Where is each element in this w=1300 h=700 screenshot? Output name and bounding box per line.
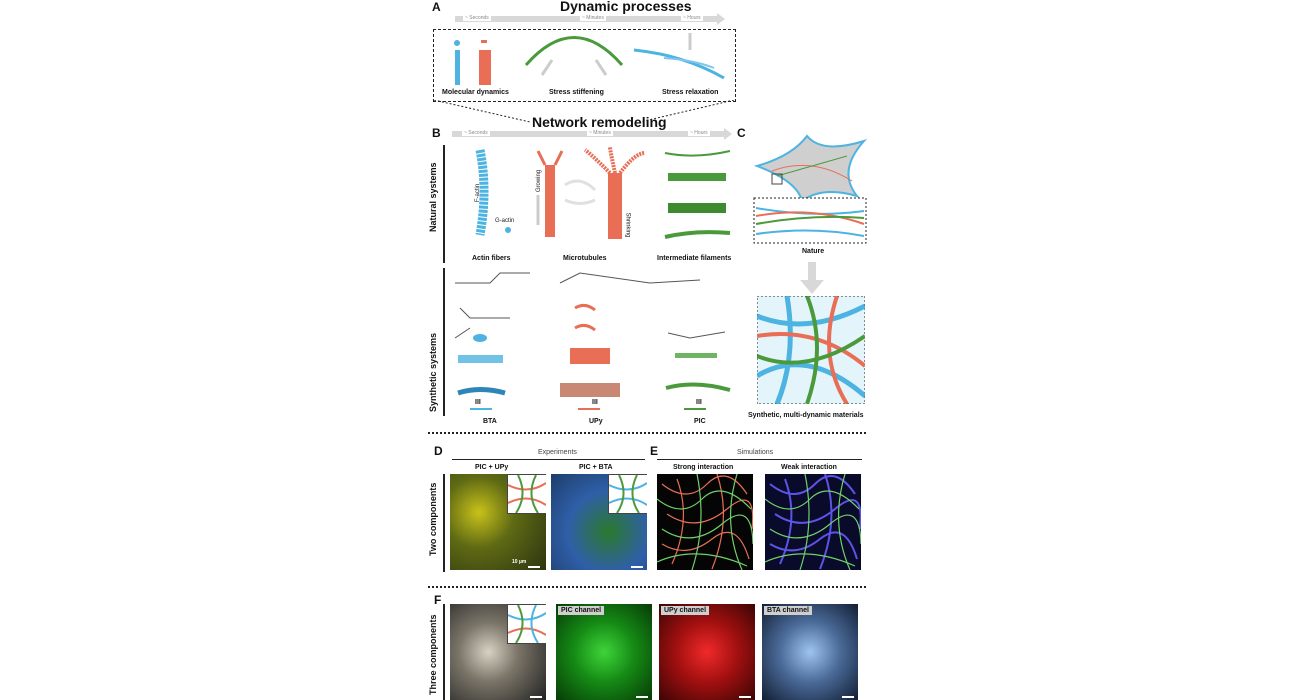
timescale-minutes: ~ Minutes bbox=[580, 15, 606, 21]
simulations-rule bbox=[657, 459, 862, 460]
scalebar bbox=[631, 566, 643, 568]
row-label-two-components: Two components bbox=[428, 482, 438, 556]
row-label-three-components: Three components bbox=[428, 614, 438, 695]
scalebar bbox=[636, 696, 648, 698]
label-gactin: G-actin bbox=[495, 218, 515, 224]
micrograph-pic-upy: 10 µm bbox=[450, 474, 546, 570]
channel-label-bta: BTA channel bbox=[764, 606, 813, 615]
panel-c-letter: C bbox=[737, 126, 746, 140]
row-label-synthetic: Synthetic systems bbox=[428, 332, 438, 412]
dashed-funnel-lines bbox=[433, 100, 735, 123]
dynamic-processes-illustration bbox=[454, 33, 725, 85]
channel-label-pic: PIC channel bbox=[558, 606, 605, 615]
inset-network-pic-upy bbox=[507, 474, 546, 514]
three-components-divider bbox=[443, 604, 445, 700]
timescale-hours: ~ Hours bbox=[688, 130, 710, 136]
label-upy: UPy bbox=[589, 418, 603, 425]
scalebar bbox=[528, 566, 540, 568]
divider-1 bbox=[428, 432, 866, 434]
micrograph-pic-bta bbox=[551, 474, 647, 570]
inset-network-three bbox=[507, 604, 546, 644]
simulation-weak bbox=[765, 474, 861, 570]
panel-a-title: Dynamic processes bbox=[560, 0, 692, 14]
label-intermediate-filaments: Intermediate filaments bbox=[657, 255, 732, 262]
roman-pic: III bbox=[696, 399, 702, 406]
label-shrinking: Shrinking bbox=[624, 212, 631, 238]
inset-network-pic-bta bbox=[608, 474, 647, 514]
panel-f-letter: F bbox=[434, 593, 442, 607]
header-simulations: Simulations bbox=[737, 449, 774, 456]
micrograph-pic-channel: PIC channel bbox=[556, 604, 652, 700]
down-arrow-c bbox=[800, 262, 824, 294]
timescale-arrow-b: ~ Seconds ~ Minutes ~ Hours bbox=[452, 128, 732, 140]
simulation-strong bbox=[657, 474, 753, 570]
col-pic-bta: PIC + BTA bbox=[579, 464, 613, 471]
synthetic-row-divider bbox=[443, 268, 445, 416]
experiments-rule bbox=[452, 459, 645, 460]
natural-systems-illustration bbox=[475, 146, 731, 239]
dynamic-processes-box: Molecular dynamics Stress stiffening Str… bbox=[433, 29, 736, 102]
label-molecular-dynamics: Molecular dynamics bbox=[442, 89, 509, 96]
synthetic-network-illustration bbox=[757, 296, 865, 404]
channel-label-upy: UPy channel bbox=[661, 606, 710, 615]
header-experiments: Experiments bbox=[538, 449, 577, 456]
natural-row-divider bbox=[443, 145, 445, 263]
micrograph-bta-channel: BTA channel bbox=[762, 604, 858, 700]
timescale-hours: ~ Hours bbox=[681, 15, 703, 21]
timescale-seconds: ~ Seconds bbox=[463, 15, 491, 21]
col-pic-upy: PIC + UPy bbox=[475, 464, 509, 471]
label-pic: PIC bbox=[694, 418, 706, 425]
timescale-arrow-a: ~ Seconds ~ Minutes ~ Hours bbox=[455, 13, 725, 25]
roman-upy: III bbox=[592, 399, 598, 406]
scalebar bbox=[842, 696, 854, 698]
micrograph-upy-channel: UPy channel bbox=[659, 604, 755, 700]
two-components-divider bbox=[443, 474, 445, 572]
panel-a-letter: A bbox=[432, 0, 441, 14]
panel-e-letter: E bbox=[650, 444, 659, 458]
panel-b-letter: B bbox=[432, 126, 441, 140]
label-stress-relaxation: Stress relaxation bbox=[662, 89, 719, 96]
scalebar bbox=[739, 696, 751, 698]
label-factin: F-actin bbox=[475, 183, 482, 203]
micrograph-three-components bbox=[450, 604, 546, 700]
label-nature: Nature bbox=[802, 248, 825, 255]
divider-2 bbox=[428, 586, 866, 588]
col-weak-interaction: Weak interaction bbox=[781, 464, 837, 471]
label-actin-fibers: Actin fibers bbox=[472, 255, 511, 262]
label-microtubules: Microtubules bbox=[563, 255, 607, 262]
row-label-natural: Natural systems bbox=[428, 162, 438, 232]
scalebar-label: 10 µm bbox=[512, 559, 527, 565]
col-strong-interaction: Strong interaction bbox=[673, 464, 734, 471]
synthetic-systems-illustration bbox=[454, 272, 731, 410]
network-remodeling-title: Network remodeling bbox=[532, 114, 667, 130]
roman-bta: III bbox=[475, 399, 481, 406]
timescale-minutes: ~ Minutes bbox=[587, 130, 613, 136]
scalebar bbox=[530, 696, 542, 698]
panel-d-letter: D bbox=[434, 444, 443, 458]
timescale-seconds: ~ Seconds bbox=[462, 130, 490, 136]
label-synthetic-multidynamic: Synthetic, multi-dynamic materials bbox=[748, 412, 864, 419]
label-growing: Growing bbox=[536, 169, 543, 193]
label-stress-stiffening: Stress stiffening bbox=[549, 89, 604, 96]
label-bta: BTA bbox=[483, 418, 497, 425]
cell-illustration bbox=[753, 134, 868, 244]
